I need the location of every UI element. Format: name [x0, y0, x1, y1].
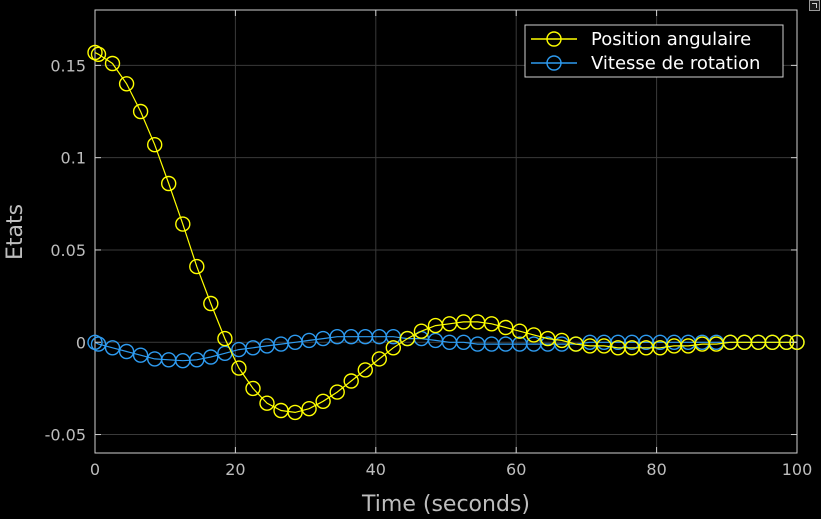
legend-label: Position angulaire: [591, 29, 751, 50]
data-point: [287, 404, 303, 421]
data-point: [132, 103, 149, 120]
data-point: [118, 343, 135, 360]
y-axis-label: Etats: [3, 204, 28, 260]
x-tick-label: 80: [646, 460, 666, 479]
data-point: [554, 332, 570, 349]
y-tick-label: 0: [76, 333, 86, 352]
data-point: [90, 336, 107, 352]
data-point: [118, 76, 135, 92]
legend-box: [524, 24, 784, 78]
legend[interactable]: Position angulaire Vitesse de rotation: [524, 24, 784, 78]
data-point: [217, 330, 233, 347]
legend-swatch-marker: [546, 31, 562, 47]
legend-item[interactable]: Position angulaire: [531, 29, 751, 50]
data-point: [189, 258, 205, 275]
data-point: [329, 384, 345, 400]
data-point: [87, 334, 103, 350]
plot-box: [94, 9, 798, 454]
data-point: [385, 340, 401, 356]
legend-swatch-marker: [546, 55, 562, 71]
data-point: [132, 347, 149, 363]
data-point: [104, 340, 121, 356]
legend-label: Vitesse de rotation: [591, 53, 760, 74]
data-point: [301, 401, 317, 417]
data-point: [789, 334, 805, 350]
data-point: [203, 295, 219, 312]
data-point: [104, 55, 121, 72]
data-point: [87, 44, 103, 61]
data-point: [315, 393, 331, 409]
data-point: [245, 380, 261, 397]
x-tick-label: 100: [782, 460, 813, 479]
data-point: [413, 323, 430, 339]
series-position-angulaire: [87, 44, 805, 421]
data-point: [203, 349, 219, 365]
data-point: [146, 136, 163, 153]
data-point: [357, 362, 373, 378]
data-point: [259, 395, 275, 411]
data-point: [90, 46, 107, 62]
x-axis-label: Time (seconds): [361, 492, 530, 517]
data-point: [231, 360, 247, 376]
x-tick-label: 40: [366, 460, 386, 479]
data-point: [160, 175, 177, 192]
data-point: [399, 330, 416, 347]
data-point: [512, 323, 528, 339]
x-tick-label: 0: [90, 460, 100, 479]
data-point: [498, 319, 514, 336]
y-tick-label: 0.15: [50, 56, 86, 75]
data-point: [483, 316, 500, 332]
data-point: [371, 351, 387, 367]
x-tick-label: 60: [506, 460, 526, 479]
x-tick-label: 20: [225, 460, 245, 479]
data-point: [343, 373, 359, 389]
y-tick-label: 0.1: [61, 149, 86, 168]
series-layer: [87, 44, 805, 421]
data-point: [175, 216, 191, 232]
legend-item[interactable]: Vitesse de rotation: [531, 53, 760, 74]
y-tick-label: -0.05: [45, 426, 86, 445]
y-tick-label: 0.05: [50, 241, 86, 260]
data-point: [526, 327, 542, 343]
expand-icon[interactable]: [809, 0, 820, 11]
